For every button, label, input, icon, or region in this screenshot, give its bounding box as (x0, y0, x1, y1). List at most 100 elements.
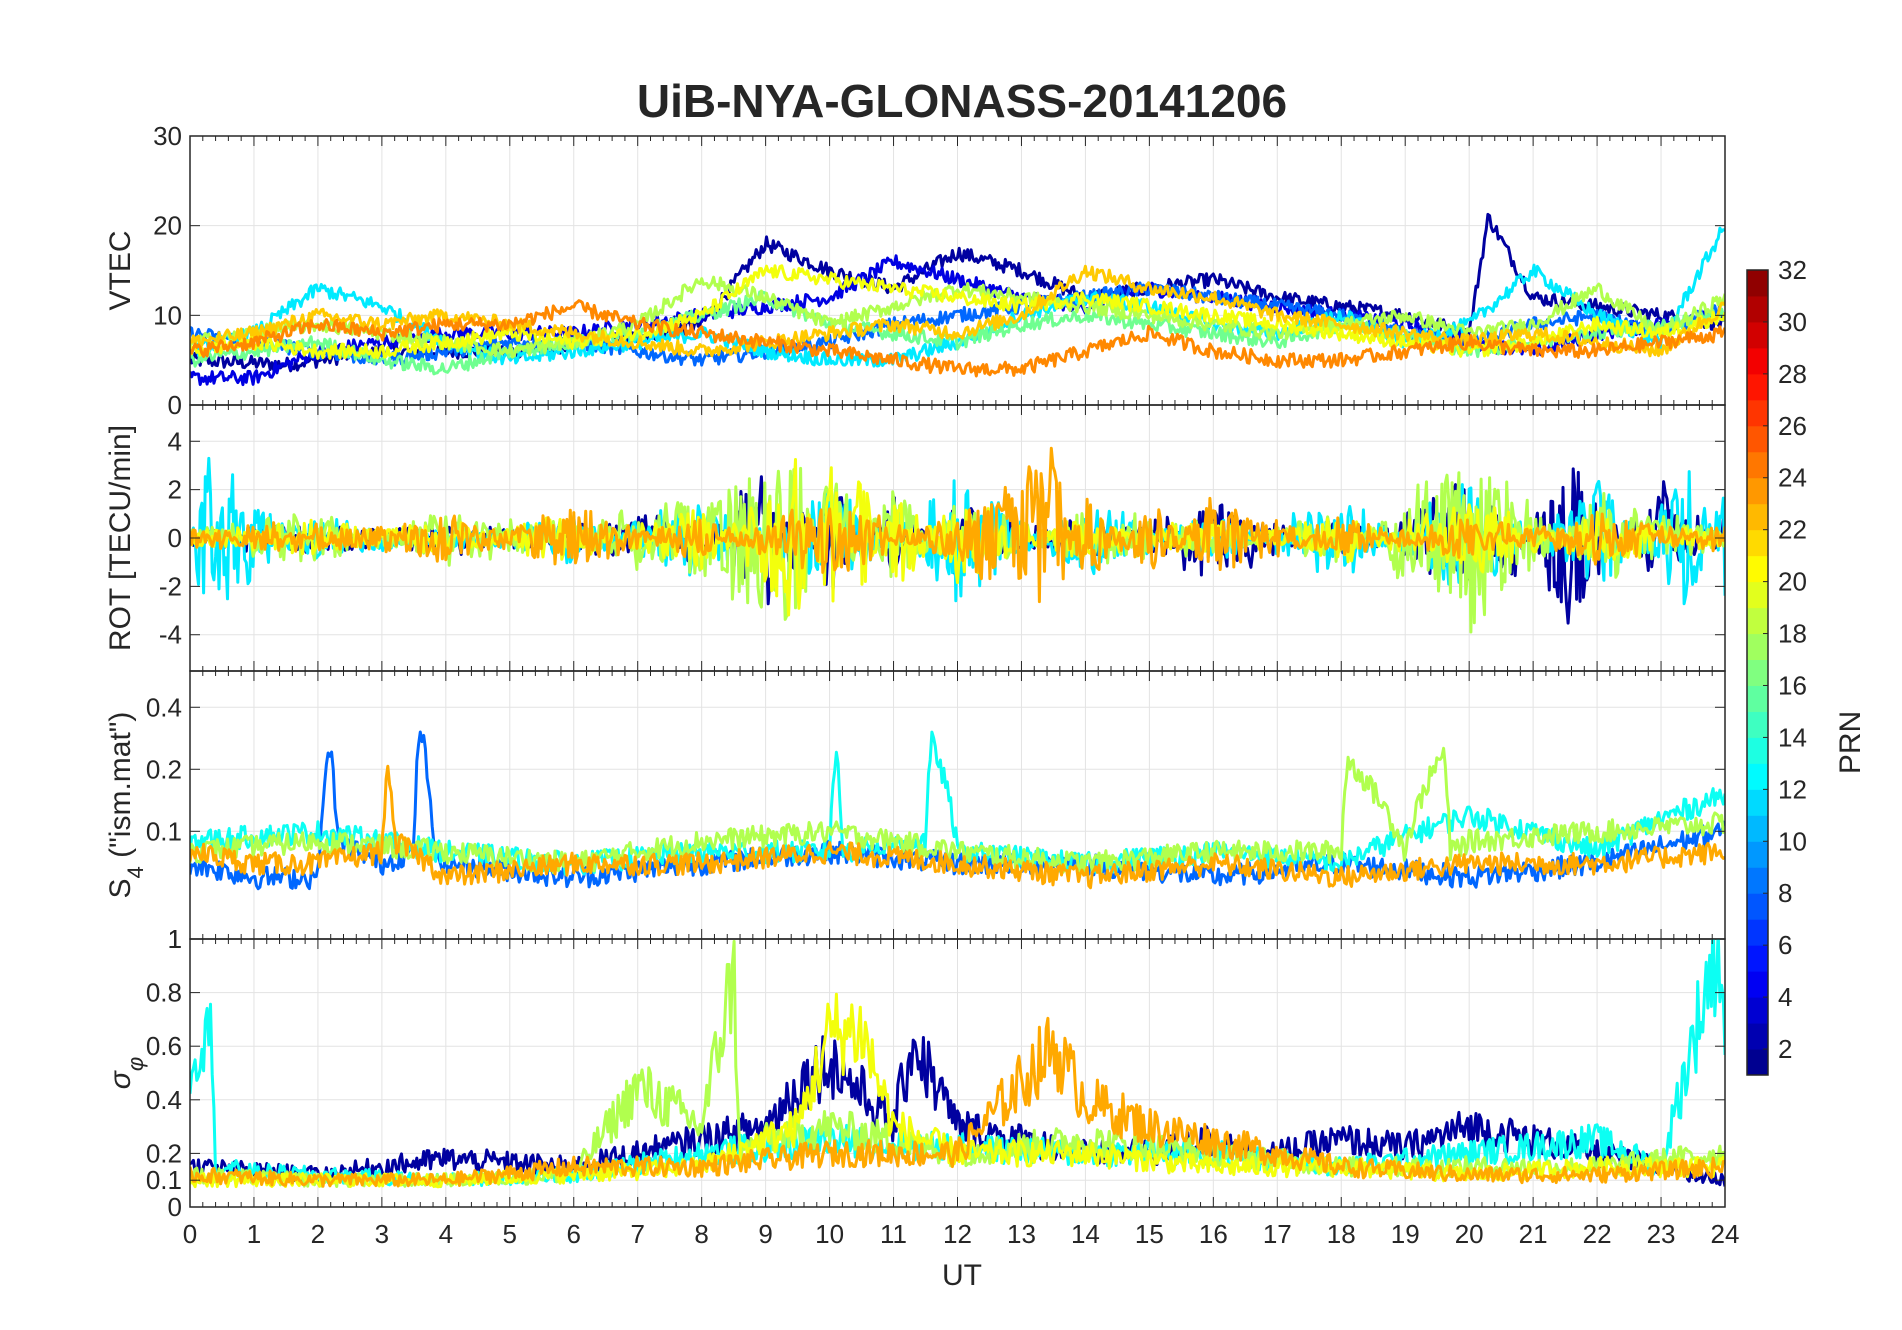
colorbar-tick-label: 32 (1778, 255, 1807, 285)
colorbar-segment (1747, 451, 1768, 479)
series-group (190, 730, 1725, 891)
colorbar-segment (1747, 607, 1768, 635)
y-tick-label: -4 (159, 620, 182, 650)
colorbar-segment (1747, 295, 1768, 323)
x-tick-label: 21 (1519, 1219, 1548, 1249)
colorbar-segment (1747, 815, 1768, 842)
colorbar-segment (1747, 997, 1768, 1024)
colorbar-tick-label: 8 (1778, 878, 1792, 908)
colorbar-segment (1747, 373, 1768, 401)
y-label-main: S (104, 878, 137, 898)
y-axis-label: ROT [TECU/min] (104, 425, 137, 651)
colorbar-segment (1747, 763, 1768, 790)
colorbar-tick-label: 14 (1778, 722, 1807, 752)
colorbar-tick-label: 16 (1778, 670, 1807, 700)
x-tick-label: 4 (439, 1219, 453, 1249)
colorbar-frame (1746, 269, 1769, 1076)
x-tick-label: 23 (1647, 1219, 1676, 1249)
y-tick-label: 0.8 (146, 978, 182, 1008)
x-tick-label: 12 (943, 1219, 972, 1249)
y-tick-label: 0 (168, 390, 182, 420)
y-tick-label: 0.4 (146, 1085, 182, 1115)
x-tick-label: 5 (503, 1219, 517, 1249)
x-tick-label: 19 (1391, 1219, 1420, 1249)
y-tick-label: 30 (153, 121, 182, 151)
y-tick-label: 0.2 (146, 1138, 182, 1168)
colorbar-segment (1747, 971, 1768, 998)
colorbar-segment (1747, 425, 1768, 453)
y-tick-label: 20 (153, 211, 182, 241)
x-tick-label: 10 (815, 1219, 844, 1249)
x-tick-label: 9 (758, 1219, 772, 1249)
x-tick-label: 0 (183, 1219, 197, 1249)
y-tick-label: 0.4 (146, 692, 182, 722)
colorbar-segment (1747, 555, 1768, 583)
x-tick-label: 20 (1455, 1219, 1484, 1249)
x-tick-label: 1 (247, 1219, 261, 1249)
colorbar-tick-label: 6 (1778, 930, 1792, 960)
x-tick-label: 17 (1263, 1219, 1292, 1249)
x-tick-label: 8 (694, 1219, 708, 1249)
y-tick-label: 1 (168, 924, 182, 954)
series-line-prn-18 (190, 746, 1725, 876)
colorbar-tick-label: 10 (1778, 826, 1807, 856)
colorbar-segment (1747, 503, 1768, 531)
x-tick-label: 14 (1071, 1219, 1100, 1249)
colorbar-segment (1747, 1023, 1768, 1050)
x-tick-label: 13 (1007, 1219, 1036, 1249)
colorbar-segment (1747, 399, 1768, 427)
colorbar-segment (1747, 477, 1768, 505)
figure-title: UiB-NYA-GLONASS-20141206 (637, 75, 1287, 127)
colorbar-tick-label: 12 (1778, 774, 1807, 804)
y-axis-label: S4 ("ism.mat") (104, 712, 148, 899)
y-tick-label: -2 (159, 571, 182, 601)
series-group (190, 446, 1725, 634)
series-line-prn-24 (190, 299, 1725, 378)
colorbar-segment (1747, 919, 1768, 946)
colorbar-segment (1747, 867, 1768, 894)
colorbar-segment (1747, 685, 1768, 712)
series-line-prn-23 (190, 446, 1725, 604)
grid (189, 671, 1726, 939)
x-tick-label: 18 (1327, 1219, 1356, 1249)
series-group (190, 212, 1725, 387)
x-tick-label: 7 (630, 1219, 644, 1249)
colorbar-tick-label: 24 (1778, 463, 1807, 493)
y-tick-label: 0 (168, 1192, 182, 1222)
colorbar-segment (1747, 789, 1768, 816)
colorbar-segment (1747, 1049, 1768, 1076)
colorbar-tick-label: 22 (1778, 515, 1807, 545)
series-line-prn-23 (190, 764, 1725, 890)
x-tick-label: 15 (1135, 1219, 1164, 1249)
colorbar-tick-label: 28 (1778, 359, 1807, 389)
series-line-prn-20 (190, 264, 1725, 360)
y-axis-label: σφ (104, 1057, 148, 1089)
y-tick-label: 0.1 (146, 1165, 182, 1195)
x-axis-label: UT (942, 1259, 982, 1292)
colorbar-tick-label: 18 (1778, 619, 1807, 649)
x-minor-ticks (189, 671, 1726, 939)
colorbar-segment (1747, 347, 1768, 375)
series-group (190, 939, 1725, 1189)
y-label-main: σ (104, 1069, 137, 1089)
colorbar-segment (1747, 737, 1768, 764)
y-tick-label: 10 (153, 300, 182, 330)
y-tick-label: 2 (168, 475, 182, 505)
colorbar-segment (1747, 321, 1768, 349)
x-minor-ticks (189, 136, 1726, 405)
colorbar-tick-label: 20 (1778, 567, 1807, 597)
colorbar-tick-label: 30 (1778, 307, 1807, 337)
panel-vtec: 0 10 20 30 VTEC (104, 121, 1726, 420)
colorbar-segment (1747, 841, 1768, 868)
y-label-sub: 4 (123, 866, 148, 878)
colorbar-label: PRN (1834, 711, 1867, 774)
y-tick-label: 1 (168, 924, 182, 954)
colorbar-tick-label: 4 (1778, 982, 1792, 1012)
x-tick-label: 2 (311, 1219, 325, 1249)
y-tick-label: 0.2 (146, 754, 182, 784)
series-line-prn-23 (190, 1016, 1725, 1188)
colorbar-tick-label: 26 (1778, 411, 1807, 441)
